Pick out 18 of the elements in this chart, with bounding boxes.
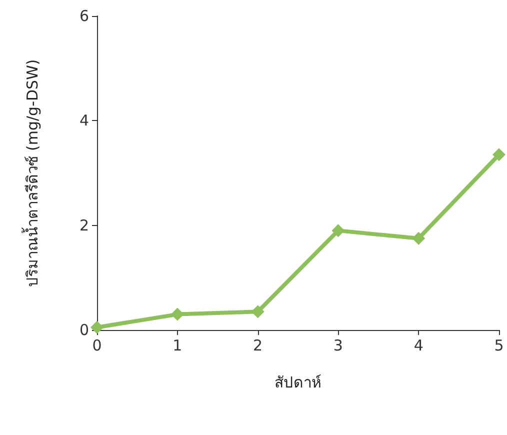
point <box>492 148 506 162</box>
x-tick-label: 1 <box>172 336 182 354</box>
x-tick-label: 0 <box>92 336 102 354</box>
point <box>412 232 426 245</box>
y-tick-label: 0 <box>79 321 89 339</box>
point <box>170 308 184 321</box>
y-tick-label: 6 <box>79 7 89 25</box>
y-tick-label: 2 <box>79 216 89 234</box>
point <box>251 305 264 318</box>
x-tick-label: 5 <box>494 336 504 354</box>
x-axis-title: สัปดาห์ <box>274 374 322 392</box>
point <box>332 224 345 238</box>
point <box>90 320 104 334</box>
y-tick-label: 4 <box>79 112 89 130</box>
y-axis-title: ปริมาณน้ำตาลรีดิวซ์ (mg/g-DSW) <box>22 59 42 287</box>
x-tick-label: 3 <box>333 336 343 354</box>
x-tick-label: 4 <box>414 336 424 354</box>
x-tick-label: 2 <box>253 336 263 354</box>
